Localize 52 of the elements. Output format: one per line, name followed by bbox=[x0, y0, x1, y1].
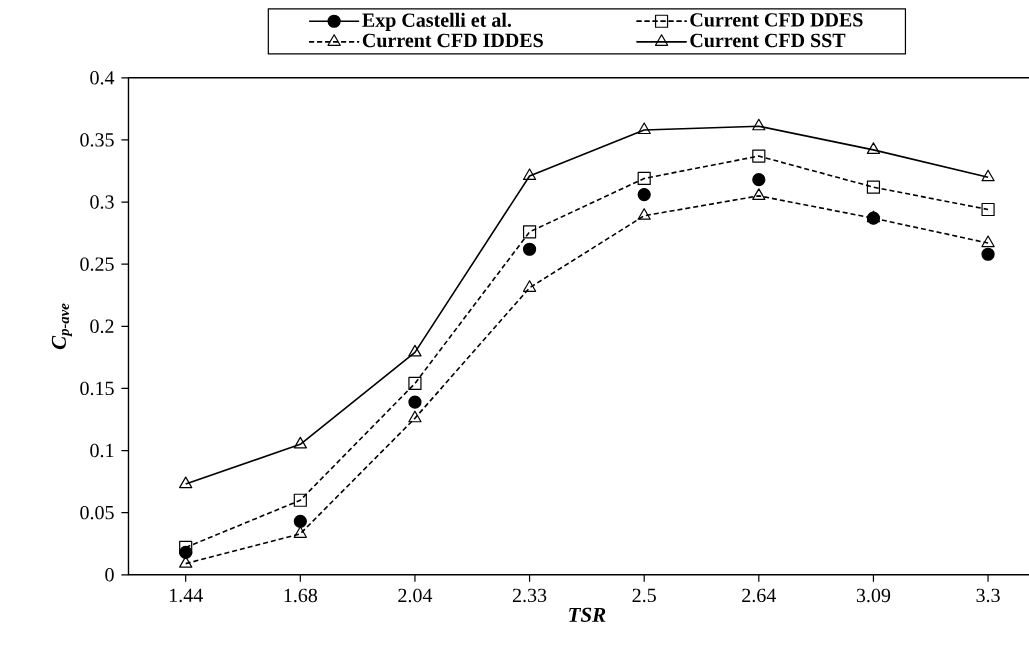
y-tick-label: 0 bbox=[105, 568, 114, 582]
point bbox=[179, 476, 193, 489]
point bbox=[981, 247, 995, 261]
x-tick-label: 2.64 bbox=[742, 588, 777, 603]
x-tick-label: 2.04 bbox=[398, 588, 433, 603]
point bbox=[293, 514, 307, 528]
point bbox=[293, 436, 307, 449]
x-tick-label: 3.09 bbox=[856, 588, 891, 603]
point bbox=[522, 280, 537, 292]
y-tick-label: 0.35 bbox=[80, 133, 114, 147]
x-tick-label: 2.33 bbox=[512, 588, 547, 603]
point bbox=[293, 526, 307, 538]
y-tick-label: 0.25 bbox=[80, 257, 114, 271]
legend-label: Current CFD DDES bbox=[690, 13, 863, 27]
point bbox=[981, 169, 995, 182]
legend-label: Current CFD IDDES bbox=[362, 33, 543, 48]
point bbox=[408, 376, 422, 391]
point bbox=[981, 202, 995, 217]
y-tick-label: 0.3 bbox=[90, 195, 114, 209]
point bbox=[637, 122, 651, 135]
point bbox=[293, 493, 307, 507]
x-axis-title: TSR bbox=[569, 607, 606, 622]
point bbox=[866, 180, 881, 194]
point bbox=[408, 344, 422, 357]
y-tick-label: 0.15 bbox=[80, 381, 114, 396]
y-tick-label: 0.4 bbox=[90, 71, 115, 85]
point bbox=[752, 173, 766, 187]
point bbox=[752, 188, 766, 200]
point bbox=[752, 118, 766, 131]
x-tick-label: 1.68 bbox=[284, 588, 318, 603]
y-tick-label: 0.05 bbox=[80, 505, 114, 520]
point bbox=[522, 225, 537, 239]
legend-label: Exp Castelli et al. bbox=[362, 12, 512, 31]
y-axis-title: C$_{p-ave}$ bbox=[51, 303, 72, 350]
point bbox=[637, 208, 651, 220]
point bbox=[179, 540, 193, 555]
point bbox=[752, 149, 766, 163]
y-tick-label: 0.2 bbox=[90, 319, 114, 334]
y-tick-label: 0.1 bbox=[90, 443, 114, 458]
point bbox=[866, 142, 881, 154]
x-tick-label: 1.44 bbox=[169, 588, 203, 603]
point bbox=[637, 188, 651, 202]
point bbox=[981, 235, 995, 248]
point bbox=[522, 242, 537, 256]
x-tick-label: 2.5 bbox=[632, 588, 656, 603]
x-tick-label: 3.3 bbox=[976, 588, 1000, 603]
point bbox=[179, 556, 193, 568]
point bbox=[408, 410, 422, 423]
point bbox=[637, 171, 651, 186]
point bbox=[408, 395, 422, 409]
point bbox=[522, 168, 537, 181]
legend-label: Current CFD SST bbox=[690, 33, 846, 48]
